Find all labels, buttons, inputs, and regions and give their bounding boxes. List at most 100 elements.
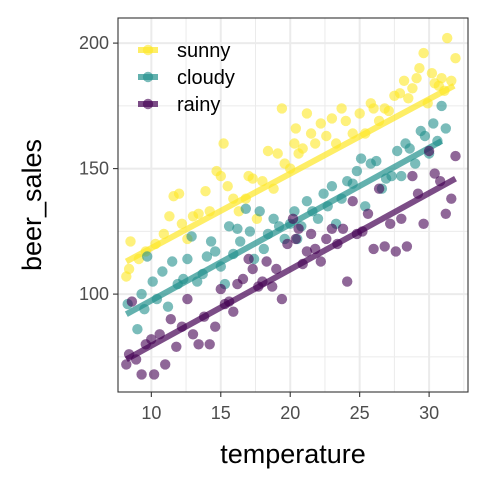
point-rainy [276, 293, 288, 305]
point-rainy [210, 321, 221, 332]
point-cloudy [322, 201, 333, 212]
point-sunny [240, 193, 251, 204]
point-rainy [407, 170, 418, 182]
point-rainy [165, 314, 176, 325]
point-cloudy [210, 246, 221, 257]
legend-label-cloudy: cloudy [177, 67, 235, 89]
point-rainy [362, 208, 374, 219]
point-cloudy [404, 143, 415, 154]
point-sunny [418, 47, 429, 59]
point-sunny [439, 85, 450, 97]
point-sunny [262, 145, 274, 157]
point-cloudy [326, 181, 338, 192]
point-rainy [435, 176, 446, 187]
point-rainy [290, 233, 301, 245]
point-rainy [204, 339, 215, 350]
point-cloudy [244, 226, 256, 237]
point-cloudy [371, 155, 382, 167]
point-cloudy [182, 253, 193, 265]
point-sunny [368, 103, 379, 114]
point-sunny [442, 32, 453, 44]
point-cloudy [147, 276, 158, 287]
point-rainy [228, 306, 239, 317]
point-rainy [271, 263, 282, 275]
point-cloudy [318, 188, 329, 199]
point-sunny [301, 108, 313, 119]
point-sunny [446, 75, 457, 87]
point-rainy [293, 223, 304, 234]
point-cloudy [351, 165, 363, 177]
point-cloudy [392, 145, 403, 157]
point-cloudy [436, 100, 447, 112]
point-rainy [148, 369, 160, 380]
point-cloudy [240, 203, 251, 214]
point-rainy [429, 168, 440, 179]
point-cloudy [228, 248, 239, 260]
point-sunny [204, 206, 215, 217]
point-rainy [187, 329, 199, 340]
point-sunny [123, 263, 135, 275]
point-rainy [326, 223, 338, 234]
point-sunny [305, 128, 317, 139]
x-tick-label: 10 [141, 403, 161, 423]
legend-key-point-cloudy [142, 71, 154, 83]
point-rainy [215, 283, 226, 295]
point-sunny [330, 138, 342, 149]
point-rainy [446, 193, 457, 204]
point-rainy [418, 218, 429, 229]
point-rainy [237, 273, 249, 285]
point-sunny [310, 138, 321, 149]
point-sunny [414, 62, 425, 74]
point-sunny [297, 143, 308, 154]
point-rainy [396, 213, 407, 224]
point-sunny [398, 75, 410, 87]
point-sunny [193, 208, 204, 219]
point-sunny [426, 68, 438, 79]
point-cloudy [262, 228, 274, 240]
point-rainy [401, 241, 413, 252]
point-sunny [289, 138, 300, 149]
point-rainy [126, 296, 138, 307]
point-cloudy [419, 130, 431, 142]
point-cloudy [268, 213, 279, 224]
point-sunny [326, 113, 338, 124]
point-cloudy [192, 276, 203, 287]
point-rainy [182, 293, 193, 305]
point-sunny [276, 103, 288, 114]
point-sunny [290, 123, 301, 134]
panel-border [117, 17, 469, 393]
point-cloudy [139, 304, 150, 315]
point-rainy [390, 246, 401, 257]
point-rainy [160, 359, 171, 370]
point-cloudy [428, 118, 439, 129]
legend-label-rainy: rainy [177, 94, 220, 116]
point-rainy [337, 223, 349, 234]
point-rainy [171, 341, 182, 352]
point-sunny [285, 163, 296, 174]
point-cloudy [132, 324, 143, 335]
point-sunny [215, 170, 226, 182]
point-cloudy [162, 301, 174, 312]
point-cloudy [136, 288, 147, 300]
y-axis-title: beer_sales [17, 139, 47, 271]
point-rainy [315, 256, 326, 267]
y-tick-label: 200 [79, 33, 109, 53]
x-tick-label: 30 [419, 403, 439, 423]
point-sunny [173, 188, 185, 199]
point-cloudy [186, 231, 197, 242]
point-sunny [164, 211, 175, 222]
point-cloudy [301, 196, 313, 207]
x-tick-label: 20 [280, 403, 300, 423]
y-axis: 100 150 200 [79, 33, 118, 304]
point-cloudy [432, 135, 443, 147]
point-rainy [423, 145, 435, 157]
point-cloudy [440, 123, 451, 134]
point-sunny [422, 98, 433, 109]
point-cloudy [273, 221, 285, 232]
point-cloudy [167, 256, 178, 267]
point-rainy [385, 218, 396, 229]
point-rainy [247, 263, 258, 275]
point-rainy [440, 208, 451, 219]
point-cloudy [336, 193, 347, 204]
